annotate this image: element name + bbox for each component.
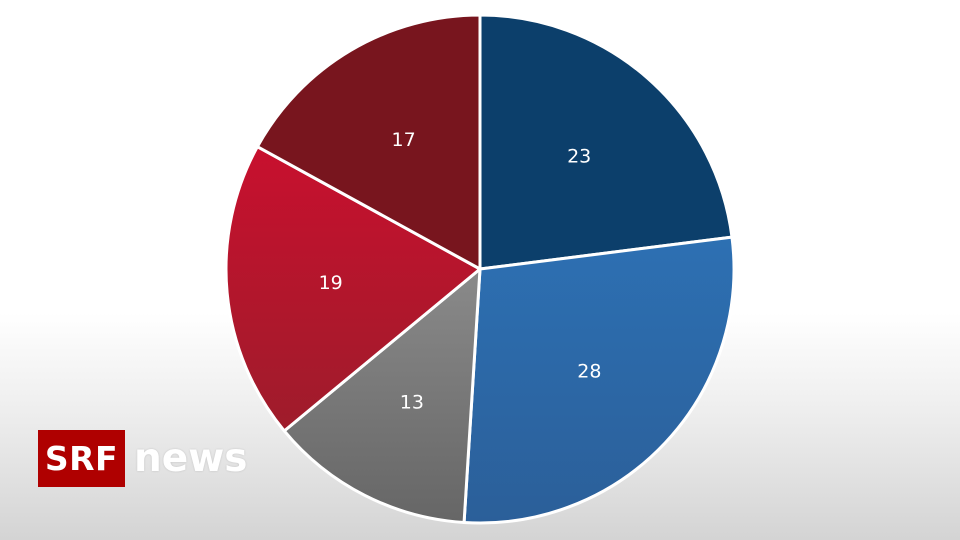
pie-slice-13 — [282, 267, 482, 524]
slice-label-19: 19 — [319, 272, 343, 294]
slice-label-17: 17 — [392, 129, 416, 151]
pie-slice-23 — [478, 13, 734, 271]
srf-logo-text: SRF — [44, 439, 119, 478]
pie-slice-17 — [255, 13, 482, 271]
news-wordmark: news — [134, 436, 248, 481]
pie-labels: 23 28 13 19 17 — [319, 129, 602, 414]
srf-logo-box: SRF — [38, 430, 125, 487]
slice-label-28: 28 — [577, 361, 601, 383]
slice-label-23: 23 — [567, 145, 591, 167]
slice-label-13: 13 — [400, 392, 424, 414]
pie-slice-28 — [462, 235, 736, 525]
pie-slice-19 — [224, 145, 482, 433]
srf-news-logo: SRF news — [38, 430, 247, 487]
pie-slices — [224, 13, 736, 525]
